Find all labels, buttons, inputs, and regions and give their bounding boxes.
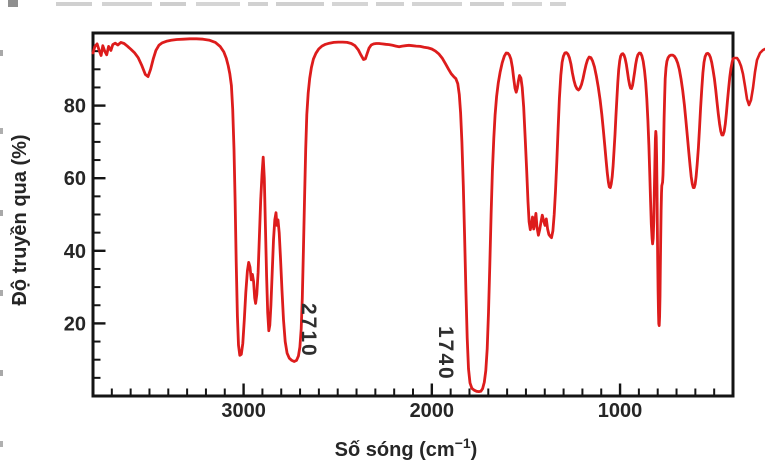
cropped-text-remnant xyxy=(550,2,566,6)
cropped-text-remnant xyxy=(276,2,324,6)
cropped-text-remnant xyxy=(8,0,18,7)
peak-label-1740: 1740 xyxy=(434,326,457,381)
y-tick-label: 20 xyxy=(64,313,86,335)
x-axis-title-superscript: −1 xyxy=(455,435,471,451)
cropped-text-remnant xyxy=(412,2,462,6)
cropped-text-remnant xyxy=(0,441,3,447)
cropped-text-remnant xyxy=(0,290,3,296)
x-axis-title-suffix: ) xyxy=(471,439,478,461)
cropped-text-remnant xyxy=(0,370,3,376)
plot-frame xyxy=(91,31,735,398)
adjacent-spectrum-fragment xyxy=(732,47,765,107)
y-tick-label: 80 xyxy=(64,96,86,118)
cropped-text-remnant xyxy=(196,2,240,6)
cropped-text-remnant xyxy=(0,128,3,134)
y-tick-label: 40 xyxy=(64,241,86,263)
cropped-text-remnant xyxy=(102,2,152,6)
x-axis-title: Số sóng (cm−1) xyxy=(335,435,478,461)
cropped-text-remnant xyxy=(248,2,268,6)
cropped-text-remnant xyxy=(0,50,3,56)
spectrum-curve-group xyxy=(91,37,765,394)
y-axis-title: Độ truyền qua (%) xyxy=(9,134,31,305)
x-tick-label: 2000 xyxy=(410,400,455,422)
tick-labels-group: 3000 2000 1000 80 60 40 20 xyxy=(64,96,643,422)
cropped-text-remnant xyxy=(376,2,404,6)
cropped-text-remnant xyxy=(0,210,3,216)
cropped-text-remnant xyxy=(512,2,542,6)
cropped-text-remnant xyxy=(56,2,92,6)
y-tick-label: 60 xyxy=(64,168,86,190)
cropped-text-remnant xyxy=(160,2,186,6)
plot-frame-group xyxy=(91,31,735,398)
cropped-text-remnant xyxy=(332,2,368,6)
peak-annotations-group: 2710 1740 xyxy=(297,303,457,381)
peak-label-2710: 2710 xyxy=(297,303,320,358)
cropped-text-remnant xyxy=(470,2,504,6)
x-axis-title-text: Số sóng (cm xyxy=(335,439,455,461)
axis-ticks xyxy=(94,50,716,395)
spectrum-curve xyxy=(91,37,735,394)
x-tick-label: 1000 xyxy=(598,400,643,422)
cropped-text-remnants xyxy=(0,0,566,447)
x-tick-label: 3000 xyxy=(221,400,266,422)
